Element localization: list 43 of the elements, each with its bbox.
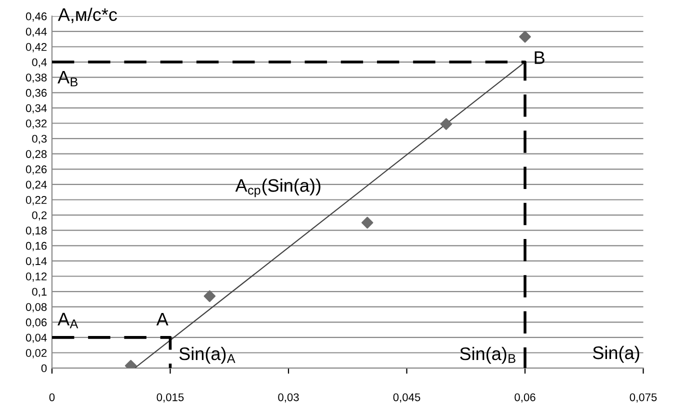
y-tick-label: 0,22 [26, 196, 47, 206]
y-tick-label: 0,36 [26, 88, 47, 98]
y-tick-label: 0,42 [26, 43, 47, 52]
y-tick-label: 0,26 [26, 165, 47, 175]
annotation: A$_{ср}$(Sin(a)) [235, 178, 320, 198]
y-tick-label: 0,04 [26, 334, 47, 343]
y-tick-label: 0,44 [26, 28, 47, 37]
y-tick-label: 0 [41, 364, 47, 372]
y-tick-label: 0,3 [32, 134, 47, 144]
annotation: A$_{B}$ [58, 71, 78, 86]
x-axis-title: Sin(a) [592, 346, 640, 363]
point [204, 290, 216, 302]
y-tick-label: 0,18 [26, 226, 47, 236]
y-tick-label: 0,34 [26, 104, 47, 114]
point [519, 30, 531, 43]
y-tick-label: 0,24 [26, 180, 47, 190]
annotation: A [156, 312, 168, 326]
point [361, 216, 374, 229]
y-tick-label: 0,2 [32, 211, 47, 220]
annotation: B [534, 51, 544, 64]
y-tick-label: 0,32 [26, 120, 47, 129]
y-tick-label: 0,14 [26, 257, 47, 266]
x-tick-label: 0,045 [393, 393, 420, 403]
y-tick-label: 0,46 [26, 12, 47, 22]
point [440, 118, 452, 130]
y-axis-title: A,м/с*с [58, 8, 117, 24]
y-tick-label: 0,06 [26, 318, 47, 328]
annotation: Sin(a)$_{A}$ [179, 346, 236, 364]
y-tick-label: 0,28 [26, 150, 47, 160]
annotation: A$_{A}$ [58, 312, 78, 328]
y-tick-label: 0,1 [32, 288, 47, 297]
x-tick-label: 0,075 [630, 393, 657, 403]
y-tick-label: 0,4 [32, 58, 47, 68]
x-tick-label: 0,06 [514, 393, 536, 403]
y-tick-label: 0,12 [26, 272, 47, 282]
x-tick-label: 0,03 [278, 393, 299, 403]
y-tick-label: 0,38 [26, 74, 47, 83]
y-tick-label: 0,02 [26, 349, 47, 358]
y-tick-label: 0,08 [26, 303, 47, 312]
x-tick-label: 0 [49, 393, 55, 402]
y-tick-label: 0,16 [26, 242, 47, 252]
annotation: Sin(a)$_{B}$ [460, 346, 516, 364]
x-tick-label: 0,015 [156, 393, 184, 403]
